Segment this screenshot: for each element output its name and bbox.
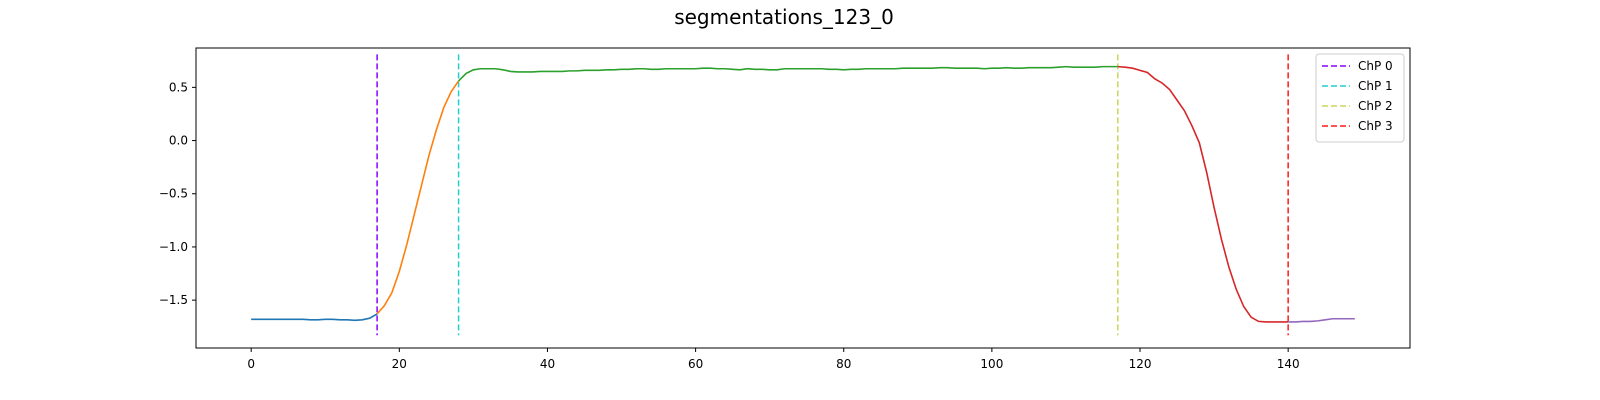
- series-segment-4: [1288, 317, 1355, 323]
- x-tick-label: 100: [980, 357, 1003, 371]
- x-tick-label: 80: [836, 357, 851, 371]
- legend-label-3: ChP 3: [1358, 119, 1393, 133]
- legend-label-0: ChP 0: [1358, 59, 1393, 73]
- series-segment-1: [376, 80, 460, 315]
- legend-label-1: ChP 1: [1358, 79, 1393, 93]
- y-tick-label: −1.0: [159, 240, 188, 254]
- x-tick-label: 0: [247, 357, 255, 371]
- x-tick-label: 60: [688, 357, 703, 371]
- chart-title: segmentations_123_0: [674, 5, 894, 29]
- x-tick-label: 120: [1129, 357, 1152, 371]
- x-tick-label: 140: [1277, 357, 1300, 371]
- y-tick-label: −1.5: [159, 293, 188, 307]
- axis-ticks: 0 20 40 60 80 100 120 140 −1.5 −1.0 −0.5 0.0 0.5: [159, 80, 1300, 371]
- legend-label-2: ChP 2: [1358, 99, 1393, 113]
- series-segment-0: [251, 313, 378, 322]
- axes-frame: [195, 47, 1411, 349]
- legend: ChP 0 ChP 1 ChP 2 ChP 3: [1315, 53, 1405, 143]
- series-segment-3: [1117, 65, 1289, 323]
- x-tick-label: 20: [392, 357, 407, 371]
- plot-area: [251, 54, 1355, 336]
- y-tick-label: 0.5: [169, 80, 188, 94]
- y-tick-label: −0.5: [159, 187, 188, 201]
- x-tick-label: 40: [540, 357, 555, 371]
- legend-box: [1315, 53, 1405, 143]
- y-tick-label: 0.0: [169, 134, 188, 148]
- series-segment-2: [458, 65, 1118, 82]
